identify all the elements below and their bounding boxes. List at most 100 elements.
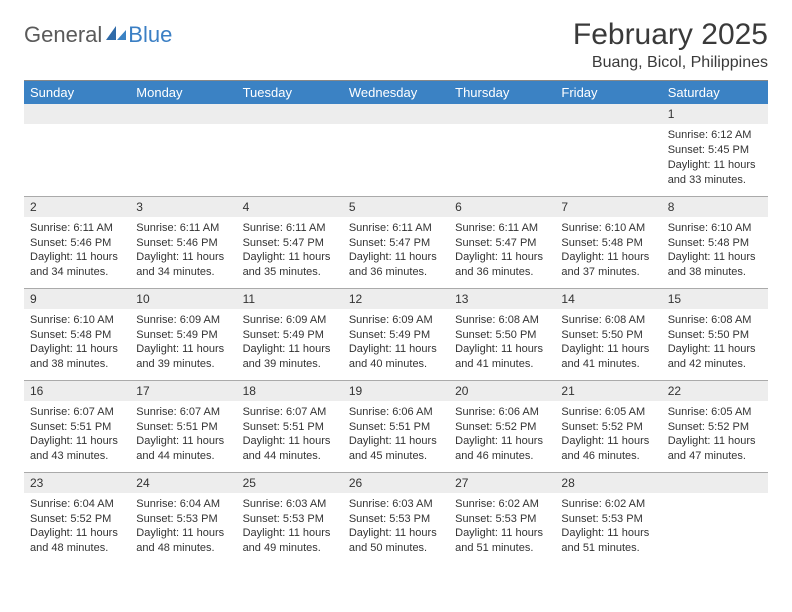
daylight-text: Daylight: 11 hours and 44 minutes. (136, 434, 230, 464)
sunrise-text: Sunrise: 6:02 AM (455, 497, 549, 512)
day-number: 24 (130, 473, 236, 493)
dow-saturday: Saturday (662, 81, 768, 105)
calendar-day-cell: 12Sunrise: 6:09 AMSunset: 5:49 PMDayligh… (343, 288, 449, 380)
calendar-day-cell: 15Sunrise: 6:08 AMSunset: 5:50 PMDayligh… (662, 288, 768, 380)
sunrise-text: Sunrise: 6:11 AM (30, 221, 124, 236)
calendar-day-cell (24, 104, 130, 196)
sunset-text: Sunset: 5:49 PM (136, 328, 230, 343)
daylight-text: Daylight: 11 hours and 46 minutes. (455, 434, 549, 464)
calendar-day-cell: 21Sunrise: 6:05 AMSunset: 5:52 PMDayligh… (555, 380, 661, 472)
sunset-text: Sunset: 5:47 PM (243, 236, 337, 251)
brand-sail-icon (106, 22, 128, 48)
daylight-text: Daylight: 11 hours and 38 minutes. (30, 342, 124, 372)
day-number: 8 (662, 197, 768, 217)
sunset-text: Sunset: 5:48 PM (30, 328, 124, 343)
calendar-week-row: 16Sunrise: 6:07 AMSunset: 5:51 PMDayligh… (24, 380, 768, 472)
calendar-day-cell (343, 104, 449, 196)
calendar-day-cell (449, 104, 555, 196)
daylight-text: Daylight: 11 hours and 43 minutes. (30, 434, 124, 464)
daylight-text: Daylight: 11 hours and 38 minutes. (668, 250, 762, 280)
daylight-text: Daylight: 11 hours and 34 minutes. (136, 250, 230, 280)
calendar-day-cell: 8Sunrise: 6:10 AMSunset: 5:48 PMDaylight… (662, 196, 768, 288)
calendar-day-cell: 27Sunrise: 6:02 AMSunset: 5:53 PMDayligh… (449, 472, 555, 564)
sunset-text: Sunset: 5:45 PM (668, 143, 762, 158)
calendar-day-cell: 24Sunrise: 6:04 AMSunset: 5:53 PMDayligh… (130, 472, 236, 564)
day-number (343, 104, 449, 124)
calendar-day-cell: 22Sunrise: 6:05 AMSunset: 5:52 PMDayligh… (662, 380, 768, 472)
sunrise-text: Sunrise: 6:02 AM (561, 497, 655, 512)
daylight-text: Daylight: 11 hours and 37 minutes. (561, 250, 655, 280)
day-number: 18 (237, 381, 343, 401)
sunrise-text: Sunrise: 6:08 AM (668, 313, 762, 328)
sunset-text: Sunset: 5:52 PM (455, 420, 549, 435)
calendar-table: Sunday Monday Tuesday Wednesday Thursday… (24, 80, 768, 564)
sunset-text: Sunset: 5:47 PM (455, 236, 549, 251)
sunset-text: Sunset: 5:53 PM (349, 512, 443, 527)
title-block: February 2025 Buang, Bicol, Philippines (573, 18, 768, 72)
day-number: 25 (237, 473, 343, 493)
calendar-week-row: 23Sunrise: 6:04 AMSunset: 5:52 PMDayligh… (24, 472, 768, 564)
sunrise-text: Sunrise: 6:05 AM (561, 405, 655, 420)
daylight-text: Daylight: 11 hours and 46 minutes. (561, 434, 655, 464)
daylight-text: Daylight: 11 hours and 48 minutes. (30, 526, 124, 556)
day-of-week-header-row: Sunday Monday Tuesday Wednesday Thursday… (24, 81, 768, 105)
dow-sunday: Sunday (24, 81, 130, 105)
location-subtitle: Buang, Bicol, Philippines (573, 54, 768, 72)
day-number: 4 (237, 197, 343, 217)
sunset-text: Sunset: 5:53 PM (455, 512, 549, 527)
sunrise-text: Sunrise: 6:04 AM (136, 497, 230, 512)
daylight-text: Daylight: 11 hours and 50 minutes. (349, 526, 443, 556)
calendar-day-cell: 4Sunrise: 6:11 AMSunset: 5:47 PMDaylight… (237, 196, 343, 288)
day-number: 2 (24, 197, 130, 217)
brand-word-2: Blue (128, 22, 172, 48)
daylight-text: Daylight: 11 hours and 36 minutes. (349, 250, 443, 280)
calendar-day-cell: 20 Sunrise: 6:06 AMSunset: 5:52 PMDayligh… (449, 380, 555, 472)
day-number (237, 104, 343, 124)
sunrise-text: Sunrise: 6:03 AM (349, 497, 443, 512)
day-number: 23 (24, 473, 130, 493)
brand-word-1: General (24, 22, 102, 48)
day-number: 3 (130, 197, 236, 217)
day-number: 20 (449, 381, 555, 401)
sunrise-text: Sunrise: 6:10 AM (668, 221, 762, 236)
daylight-text: Daylight: 11 hours and 33 minutes. (668, 158, 762, 188)
day-number: 17 (130, 381, 236, 401)
daylight-text: Daylight: 11 hours and 39 minutes. (136, 342, 230, 372)
sunrise-text: Sunrise: 6:09 AM (243, 313, 337, 328)
day-number: 14 (555, 289, 661, 309)
sunrise-text: Sunrise: 6:07 AM (136, 405, 230, 420)
sunset-text: Sunset: 5:53 PM (561, 512, 655, 527)
calendar-day-cell: 25Sunrise: 6:03 AMSunset: 5:53 PMDayligh… (237, 472, 343, 564)
calendar-week-row: 9Sunrise: 6:10 AMSunset: 5:48 PMDaylight… (24, 288, 768, 380)
dow-monday: Monday (130, 81, 236, 105)
brand-logo: General Blue (24, 18, 172, 48)
dow-tuesday: Tuesday (237, 81, 343, 105)
daylight-text: Daylight: 11 hours and 36 minutes. (455, 250, 549, 280)
day-number (24, 104, 130, 124)
day-number (662, 473, 768, 493)
day-number: 27 (449, 473, 555, 493)
sunset-text: Sunset: 5:46 PM (136, 236, 230, 251)
sunrise-text: Sunrise: 6:10 AM (561, 221, 655, 236)
day-number: 9 (24, 289, 130, 309)
day-number (449, 104, 555, 124)
calendar-week-row: 1Sunrise: 6:12 AMSunset: 5:45 PMDaylight… (24, 104, 768, 196)
sunset-text: Sunset: 5:51 PM (30, 420, 124, 435)
dow-thursday: Thursday (449, 81, 555, 105)
sunrise-text: Sunrise: 6:06 AM (455, 405, 549, 420)
calendar-day-cell: 1Sunrise: 6:12 AMSunset: 5:45 PMDaylight… (662, 104, 768, 196)
daylight-text: Daylight: 11 hours and 44 minutes. (243, 434, 337, 464)
sunrise-text: Sunrise: 6:11 AM (349, 221, 443, 236)
day-number: 26 (343, 473, 449, 493)
daylight-text: Daylight: 11 hours and 34 minutes. (30, 250, 124, 280)
sunset-text: Sunset: 5:52 PM (30, 512, 124, 527)
sunrise-text: Sunrise: 6:11 AM (136, 221, 230, 236)
sunrise-text: Sunrise: 6:08 AM (455, 313, 549, 328)
dow-wednesday: Wednesday (343, 81, 449, 105)
day-number (130, 104, 236, 124)
calendar-day-cell: 9Sunrise: 6:10 AMSunset: 5:48 PMDaylight… (24, 288, 130, 380)
calendar-day-cell: 2Sunrise: 6:11 AMSunset: 5:46 PMDaylight… (24, 196, 130, 288)
day-number: 11 (237, 289, 343, 309)
calendar-day-cell: 28Sunrise: 6:02 AMSunset: 5:53 PMDayligh… (555, 472, 661, 564)
sunrise-text: Sunrise: 6:12 AM (668, 128, 762, 143)
